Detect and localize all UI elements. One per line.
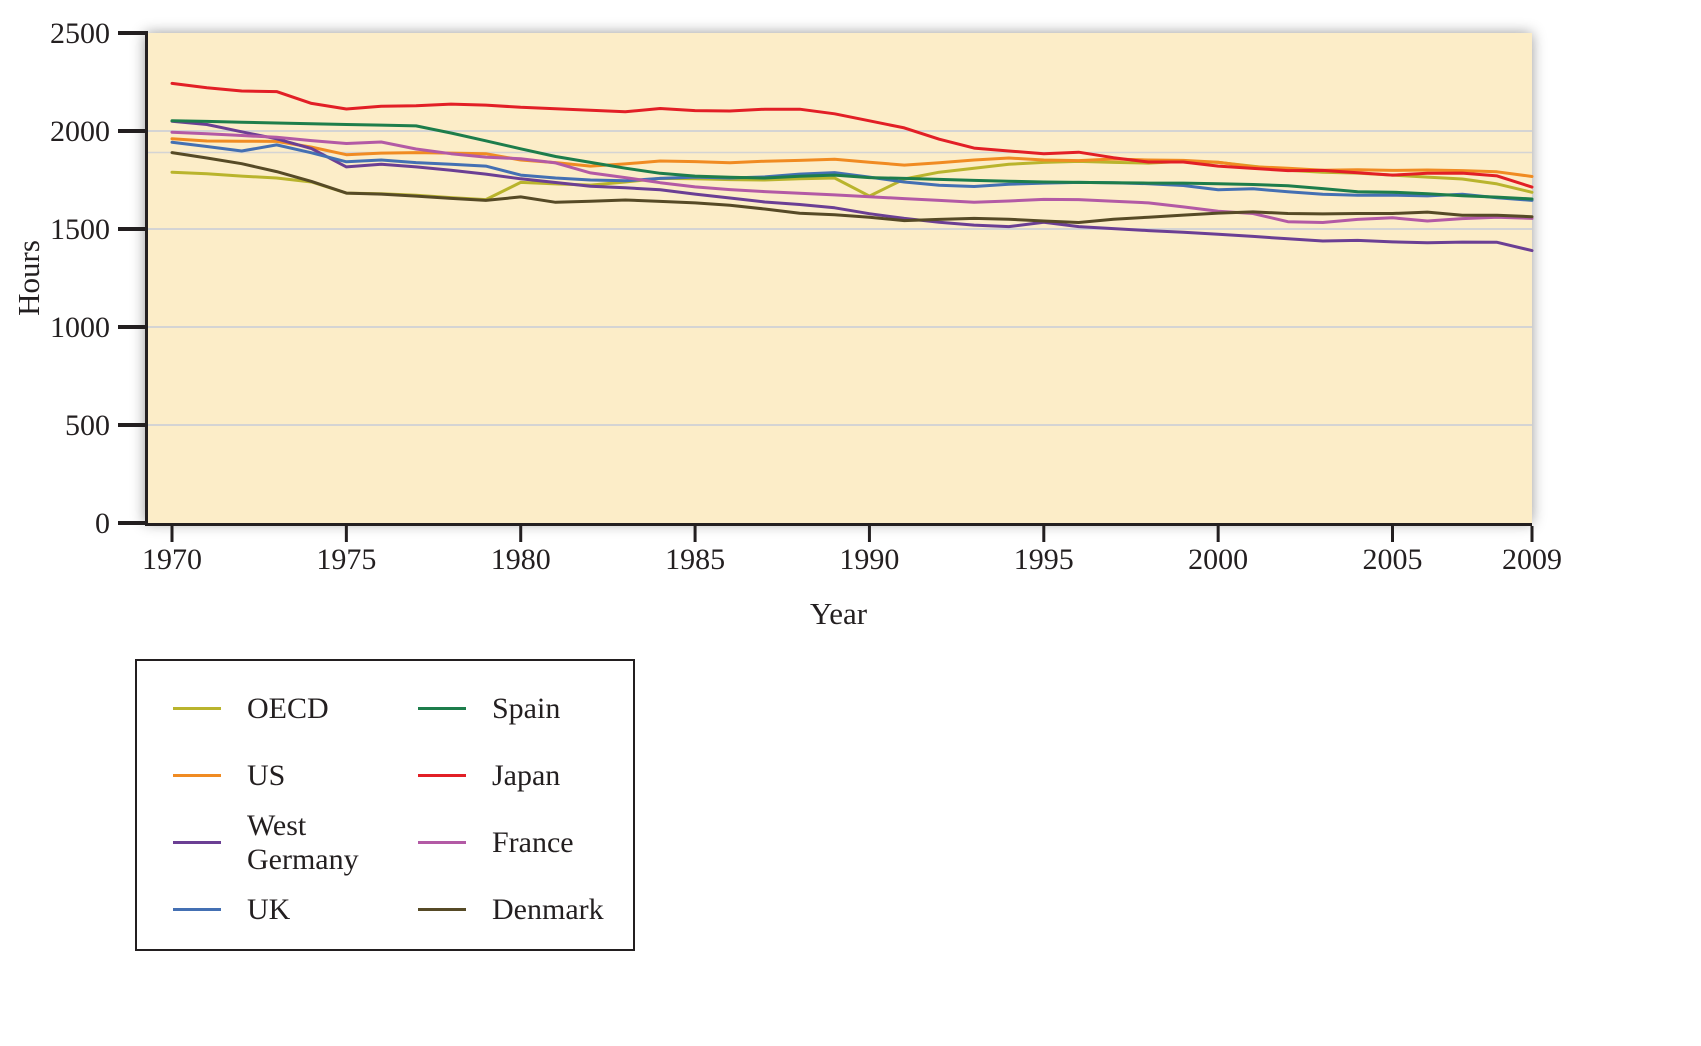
series-line-spain [170, 119, 1534, 201]
legend-swatch-us [173, 774, 221, 777]
y-tick-label: 500 [65, 409, 110, 442]
series-line-west-germany [170, 119, 1534, 253]
y-axis-title: Hours [0, 0, 58, 556]
line-chart: 0 500 1000 1500 2000 2500 1970 1975 1980 1985 1990… [50, 17, 1562, 576]
legend-item-uk: UK [173, 876, 418, 943]
y-tick-label: 1000 [50, 311, 110, 344]
y-axis-title-text: Hours [11, 240, 46, 316]
plot-area [145, 33, 1532, 523]
y-tick-label: 2500 [50, 17, 110, 50]
y-tick-label: 1500 [50, 213, 110, 246]
series-line-denmark [170, 151, 1534, 224]
x-tick-label: 1980 [491, 543, 551, 576]
legend-swatch-spain [418, 707, 466, 710]
legend-swatch-denmark [418, 908, 466, 912]
x-tick-label: 1985 [665, 543, 725, 576]
legend-label-france: France [492, 825, 574, 859]
legend-item-us: US [173, 742, 418, 809]
legend-label-uk: UK [247, 892, 291, 926]
legend-label-denmark: Denmark [492, 892, 604, 926]
legend-swatch-france [418, 841, 466, 845]
legend-item-denmark: Denmark [418, 876, 633, 943]
legend-swatch-uk [173, 908, 221, 912]
x-tick-label: 1970 [142, 543, 202, 576]
legend-swatch-west-germany [173, 841, 221, 845]
legend-item-spain: Spain [418, 675, 633, 742]
x-tick-label: 1975 [316, 543, 376, 576]
x-axis-title: Year [809, 596, 868, 631]
legend-label-west-germany: West Germany [247, 809, 359, 876]
x-tick-label: 1995 [1014, 543, 1074, 576]
legend-item-france: France [418, 809, 633, 876]
x-tick-label: 2000 [1188, 543, 1248, 576]
y-tick-label: 2000 [50, 115, 110, 148]
legend-box: OECD Spain US Japan West Germany France UK Denm… [135, 659, 635, 951]
x-tick-label: 2009 [1502, 543, 1562, 576]
legend-swatch-oecd [173, 707, 221, 710]
legend-label-japan: Japan [492, 758, 561, 792]
legend-label-oecd: OECD [247, 691, 329, 725]
series-line-france [170, 130, 1534, 224]
legend-grid: OECD Spain US Japan West Germany France UK Denm… [173, 675, 633, 943]
legend-label-us: US [247, 758, 286, 792]
legend-item-oecd: OECD [173, 675, 418, 742]
legend-item-japan: Japan [418, 742, 633, 809]
legend-swatch-japan [418, 774, 466, 777]
x-tick-label: 2005 [1363, 543, 1423, 576]
legend-item-west-germany: West Germany [173, 809, 418, 876]
series-line-japan [170, 81, 1534, 189]
y-tick-label: 0 [95, 507, 110, 540]
legend-label-spain: Spain [492, 691, 561, 725]
x-tick-label: 1990 [839, 543, 899, 576]
